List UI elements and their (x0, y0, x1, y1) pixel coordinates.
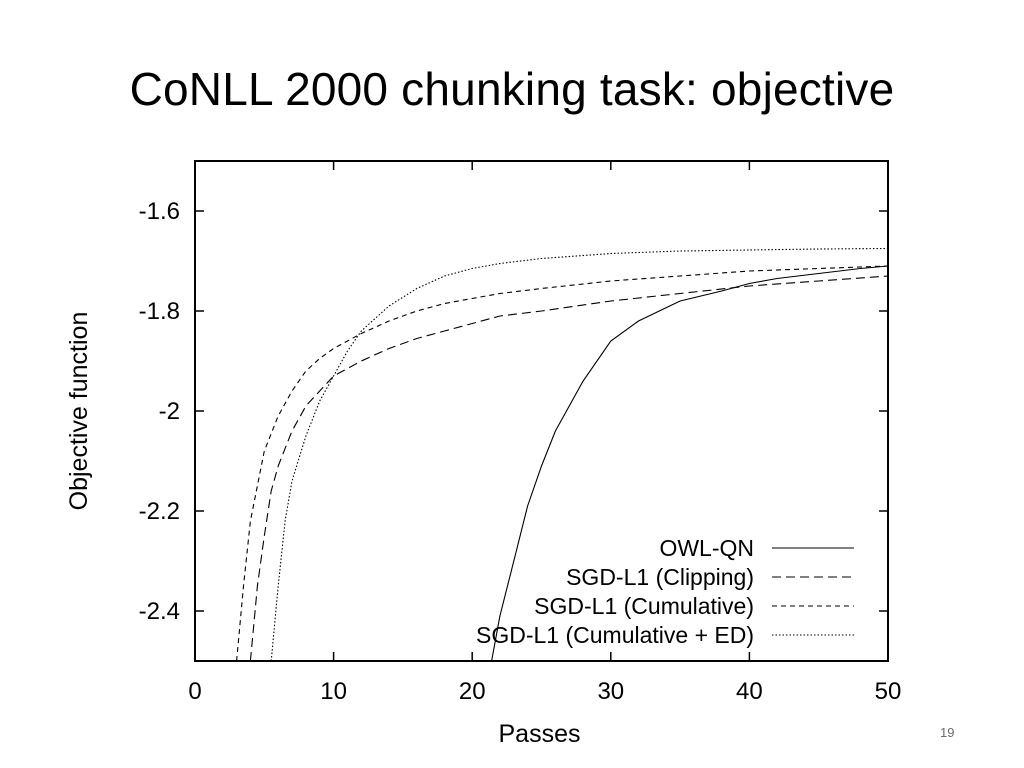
y-tick-label: -2.4 (139, 598, 180, 625)
slide-title: CoNLL 2000 chunking task: objective (129, 63, 895, 115)
y-axis-label: Objective function (65, 312, 93, 511)
series-line-2 (249, 275, 888, 661)
series-line-1 (491, 265, 888, 661)
x-tick-label: 10 (320, 678, 347, 705)
y-tick-label: -2 (159, 398, 180, 425)
legend-label: SGD-L1 (Cumulative + ED) (476, 622, 754, 648)
x-tick-label: 50 (875, 678, 902, 705)
legend-label: OWL-QN (659, 535, 754, 561)
series-line-4 (270, 247, 888, 661)
y-tick-label: -2.2 (139, 498, 180, 525)
x-tick-label: 20 (459, 678, 486, 705)
plot-frame (194, 160, 889, 662)
legend-label: SGD-L1 (Cumulative) (534, 593, 754, 619)
series-line-3 (236, 265, 888, 661)
x-tick-label: 0 (188, 678, 201, 705)
x-tick-label: 40 (736, 678, 763, 705)
x-axis-label: Passes (499, 720, 581, 748)
y-tick-label: -1.6 (139, 198, 180, 225)
legend-label: SGD-L1 (Clipping) (566, 564, 754, 590)
y-tick-label: -1.8 (139, 298, 180, 325)
x-tick-label: 30 (597, 678, 624, 705)
page-number: 19 (940, 725, 955, 740)
